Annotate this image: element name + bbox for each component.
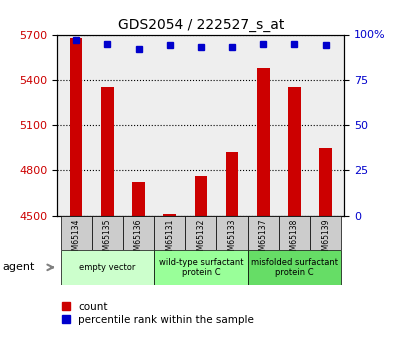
Text: GSM65131: GSM65131: [165, 218, 174, 260]
Bar: [194, 176, 207, 216]
Bar: [61, 250, 154, 285]
Text: GSM65137: GSM65137: [258, 218, 267, 260]
Bar: [101, 87, 113, 216]
Text: misfolded surfactant
protein C: misfolded surfactant protein C: [250, 258, 337, 277]
Text: GSM65133: GSM65133: [227, 218, 236, 260]
Bar: [319, 148, 331, 216]
Text: GSM65135: GSM65135: [103, 218, 112, 260]
Legend: count, percentile rank within the sample: count, percentile rank within the sample: [63, 302, 254, 325]
Bar: [163, 214, 175, 216]
Bar: [70, 38, 82, 216]
Text: empty vector: empty vector: [79, 263, 135, 272]
Text: agent: agent: [2, 263, 34, 272]
Bar: [154, 250, 247, 285]
Bar: [132, 183, 144, 216]
Text: GSM65136: GSM65136: [134, 218, 143, 260]
Bar: [247, 250, 340, 285]
Bar: [256, 68, 269, 216]
Bar: [61, 216, 92, 250]
Bar: [288, 87, 300, 216]
Text: GSM65132: GSM65132: [196, 218, 205, 260]
Text: GSM65134: GSM65134: [72, 218, 81, 260]
Bar: [216, 216, 247, 250]
Bar: [309, 216, 340, 250]
Bar: [185, 216, 216, 250]
Title: GDS2054 / 222527_s_at: GDS2054 / 222527_s_at: [117, 18, 283, 32]
Bar: [247, 216, 278, 250]
Bar: [123, 216, 154, 250]
Bar: [278, 216, 309, 250]
Bar: [225, 152, 238, 216]
Text: GSM65139: GSM65139: [320, 218, 329, 260]
Bar: [92, 216, 123, 250]
Bar: [154, 216, 185, 250]
Text: GSM65138: GSM65138: [289, 218, 298, 260]
Text: wild-type surfactant
protein C: wild-type surfactant protein C: [158, 258, 243, 277]
